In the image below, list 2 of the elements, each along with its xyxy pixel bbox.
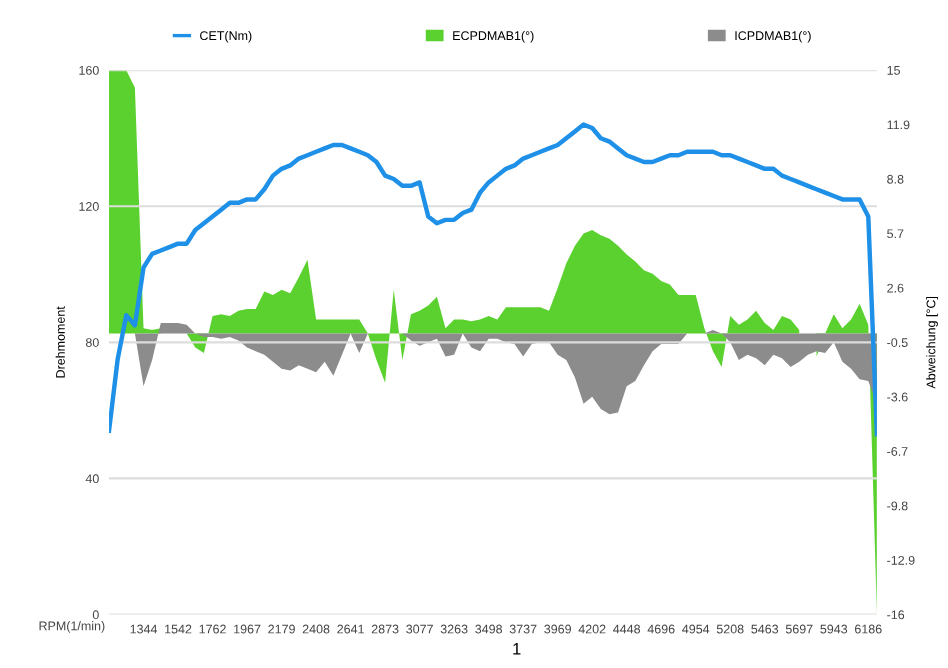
line-series (109, 122, 877, 437)
text: 1 (513, 643, 521, 655)
